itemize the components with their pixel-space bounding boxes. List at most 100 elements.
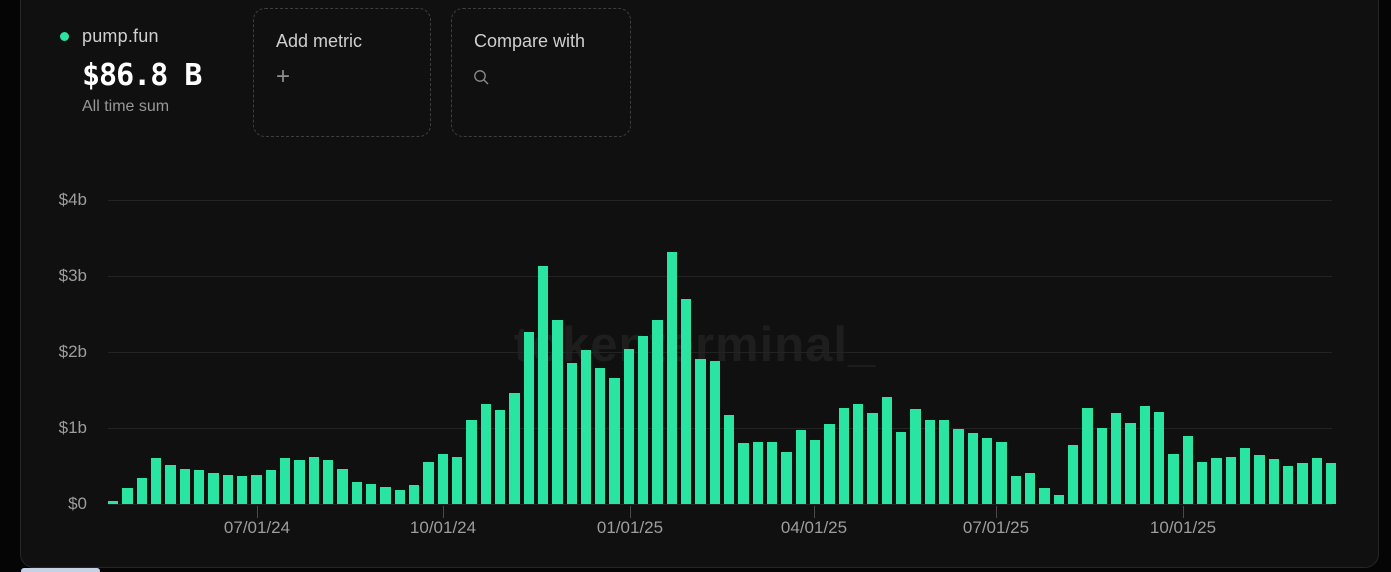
volume-bar[interactable] xyxy=(1268,459,1279,504)
volume-bar[interactable] xyxy=(666,252,678,504)
volume-bar[interactable] xyxy=(1168,454,1179,504)
volume-bar[interactable] xyxy=(437,454,448,504)
x-axis-tick xyxy=(814,506,815,518)
volume-bar[interactable] xyxy=(222,475,233,504)
volume-bar[interactable] xyxy=(279,458,291,504)
x-axis-label: 10/01/24 xyxy=(409,518,477,537)
volume-bar[interactable] xyxy=(236,476,248,504)
volume-bar[interactable] xyxy=(580,350,592,504)
volume-bar[interactable] xyxy=(136,478,147,504)
add-metric-button[interactable]: Add metric + xyxy=(253,8,431,137)
volume-bar[interactable] xyxy=(1196,462,1208,504)
volume-bar[interactable] xyxy=(509,393,520,504)
volume-bar[interactable] xyxy=(967,433,979,504)
volume-bar[interactable] xyxy=(1297,463,1308,504)
x-axis-label: 04/01/25 xyxy=(780,518,848,537)
volume-bar[interactable] xyxy=(566,363,577,504)
volume-bar[interactable] xyxy=(322,460,334,504)
volume-bar[interactable] xyxy=(1325,463,1337,504)
volume-bar[interactable] xyxy=(982,438,993,504)
volume-bar[interactable] xyxy=(552,320,563,504)
volume-bar[interactable] xyxy=(867,413,878,504)
volume-bar[interactable] xyxy=(193,470,205,504)
volume-bar[interactable] xyxy=(752,442,764,504)
volume-bar[interactable] xyxy=(939,420,950,504)
volume-bar[interactable] xyxy=(1010,476,1021,504)
volume-bar[interactable] xyxy=(1282,466,1294,504)
volume-bar[interactable] xyxy=(380,487,391,504)
volume-bar[interactable] xyxy=(695,359,706,504)
volume-bar[interactable] xyxy=(122,488,133,504)
volume-bar[interactable] xyxy=(709,361,721,504)
volume-bar[interactable] xyxy=(953,429,964,504)
volume-bar[interactable] xyxy=(208,473,219,504)
volume-bar[interactable] xyxy=(996,442,1007,504)
volume-bar[interactable] xyxy=(150,458,162,504)
volume-bar[interactable] xyxy=(1211,458,1222,504)
volume-bar[interactable] xyxy=(365,484,377,504)
volume-bar[interactable] xyxy=(494,410,506,504)
volume-bar[interactable] xyxy=(1254,455,1265,504)
volume-bar[interactable] xyxy=(466,420,477,504)
volume-bar[interactable] xyxy=(1311,458,1322,504)
volume-bar[interactable] xyxy=(480,404,491,504)
volume-bar[interactable] xyxy=(423,462,434,504)
volume-bar[interactable] xyxy=(165,465,176,504)
volume-bar[interactable] xyxy=(1125,423,1136,504)
volume-bar[interactable] xyxy=(294,460,305,504)
volume-bar[interactable] xyxy=(896,432,907,504)
volume-bar[interactable] xyxy=(724,415,735,504)
volume-bar[interactable] xyxy=(1182,436,1193,504)
volume-bar[interactable] xyxy=(537,266,549,504)
y-axis-label: $4b xyxy=(58,190,87,209)
volume-bar[interactable] xyxy=(1067,445,1079,504)
x-axis-label: 10/01/25 xyxy=(1149,518,1217,537)
volume-bar[interactable] xyxy=(1239,448,1251,504)
volume-bar[interactable] xyxy=(1096,428,1107,504)
volume-bar[interactable] xyxy=(838,408,850,504)
volume-bar[interactable] xyxy=(681,299,692,504)
volume-bar[interactable] xyxy=(824,424,835,504)
volume-bar[interactable] xyxy=(337,469,348,504)
volume-bar[interactable] xyxy=(1139,406,1150,504)
volume-bar[interactable] xyxy=(179,469,190,504)
volume-bar[interactable] xyxy=(1110,413,1122,504)
volume-bar[interactable] xyxy=(767,442,778,504)
volume-bar[interactable] xyxy=(623,349,635,504)
volume-bar[interactable] xyxy=(595,368,606,504)
volume-bar[interactable] xyxy=(265,470,276,504)
volume-bar[interactable] xyxy=(308,457,319,504)
x-axis-tick xyxy=(257,506,258,518)
y-axis-label: $3b xyxy=(58,266,87,285)
volume-bar[interactable] xyxy=(781,452,792,504)
series-legend-item[interactable]: pump.fun xyxy=(60,26,159,47)
volume-bar[interactable] xyxy=(1053,495,1064,504)
volume-bar[interactable] xyxy=(1025,473,1036,504)
volume-bar[interactable] xyxy=(638,336,649,504)
volume-bar[interactable] xyxy=(523,332,534,504)
volume-bar[interactable] xyxy=(451,457,463,504)
volume-bar[interactable] xyxy=(652,320,663,504)
bottom-cropped-element[interactable] xyxy=(21,568,100,572)
volume-bar[interactable] xyxy=(1225,457,1236,504)
volume-bar[interactable] xyxy=(910,409,921,504)
volume-bar[interactable] xyxy=(881,397,893,504)
volume-bar[interactable] xyxy=(408,485,420,504)
compare-with-button[interactable]: Compare with xyxy=(451,8,631,137)
plus-icon: + xyxy=(276,63,291,90)
volume-bar[interactable] xyxy=(795,430,807,504)
volume-bar[interactable] xyxy=(1082,408,1093,504)
x-axis-tick xyxy=(630,506,631,518)
volume-bar[interactable] xyxy=(351,482,362,504)
volume-bar[interactable] xyxy=(924,420,936,504)
volume-bar[interactable] xyxy=(394,490,405,504)
volume-bar[interactable] xyxy=(738,443,749,504)
volume-bar[interactable] xyxy=(1039,488,1050,504)
volume-bar[interactable] xyxy=(609,378,620,504)
volume-bar[interactable] xyxy=(853,404,864,504)
volume-bar[interactable] xyxy=(810,440,821,504)
volume-bar[interactable] xyxy=(1153,412,1165,504)
y-axis-label: $1b xyxy=(58,418,87,437)
volume-bar[interactable] xyxy=(251,475,262,504)
volume-bar[interactable] xyxy=(108,501,119,504)
